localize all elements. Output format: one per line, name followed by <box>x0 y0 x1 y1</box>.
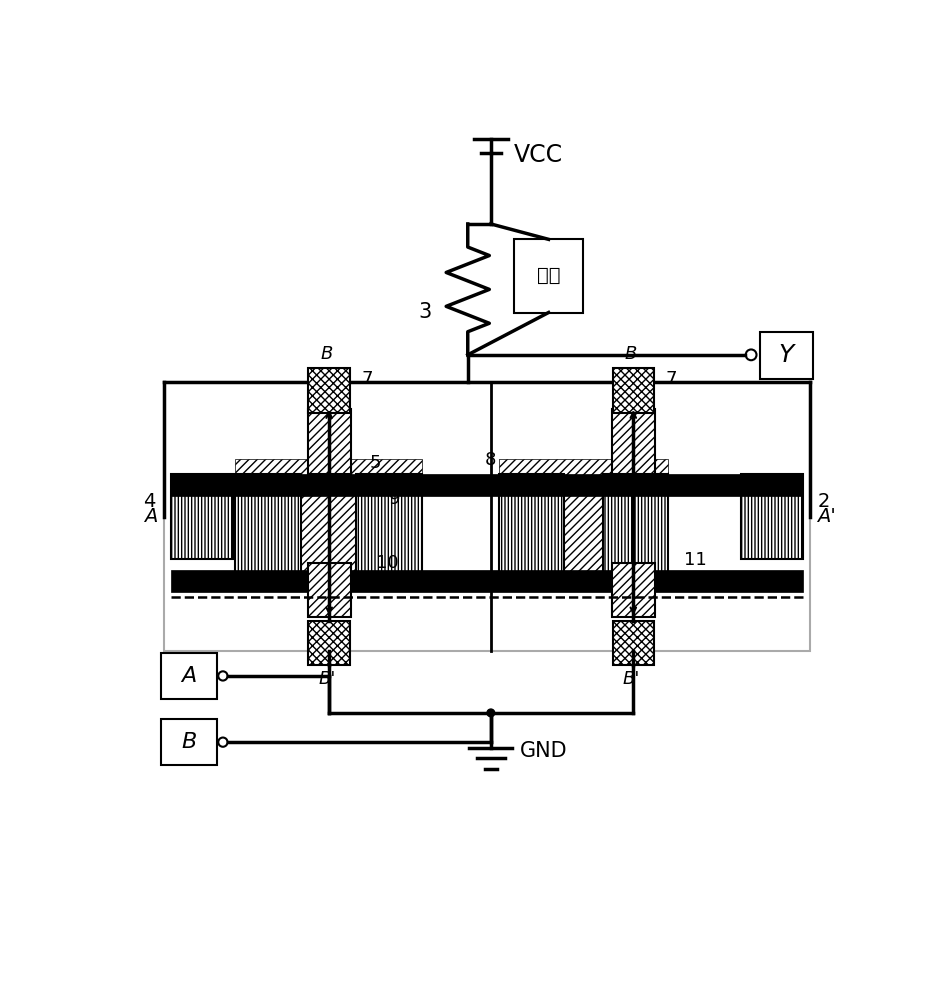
Bar <box>498 474 564 574</box>
Circle shape <box>487 709 495 717</box>
Text: 1: 1 <box>222 472 234 491</box>
Text: A: A <box>182 666 197 686</box>
Text: 8: 8 <box>485 451 496 469</box>
Bar <box>761 332 813 379</box>
Text: 9: 9 <box>389 490 400 508</box>
Text: 3: 3 <box>418 302 432 322</box>
Bar <box>162 653 217 699</box>
Bar <box>741 474 803 559</box>
Text: A: A <box>144 507 158 526</box>
Bar <box>308 368 350 413</box>
Text: 2: 2 <box>740 472 752 491</box>
Text: 11: 11 <box>684 551 707 569</box>
Text: B: B <box>182 732 197 752</box>
Bar <box>603 474 668 574</box>
Text: 5: 5 <box>370 454 381 472</box>
Text: 10: 10 <box>376 554 398 572</box>
Bar <box>235 459 421 590</box>
Text: GND: GND <box>520 741 568 761</box>
Text: A': A' <box>817 507 835 526</box>
Text: 电阵: 电阵 <box>537 266 560 285</box>
Bar <box>498 459 668 590</box>
Text: B': B' <box>319 670 336 688</box>
Bar <box>171 570 803 592</box>
Text: B': B' <box>622 670 640 688</box>
Text: B: B <box>625 345 637 363</box>
Text: VCC: VCC <box>514 143 563 167</box>
Bar <box>308 620 350 665</box>
Text: 2: 2 <box>818 492 830 511</box>
Text: 4: 4 <box>144 492 156 511</box>
Bar <box>235 474 301 574</box>
Bar <box>164 382 810 651</box>
Bar <box>171 474 233 559</box>
Text: 7: 7 <box>361 370 373 388</box>
Bar <box>171 474 803 496</box>
Bar <box>514 239 583 312</box>
Text: B: B <box>320 345 333 363</box>
Bar <box>307 563 351 617</box>
Bar <box>612 368 654 413</box>
Text: Y: Y <box>779 343 794 367</box>
Bar <box>611 563 655 617</box>
Bar <box>356 474 421 574</box>
Bar <box>307 409 351 474</box>
Bar <box>162 719 217 765</box>
Bar <box>611 409 655 474</box>
Text: 7: 7 <box>666 370 677 388</box>
Bar <box>612 620 654 665</box>
